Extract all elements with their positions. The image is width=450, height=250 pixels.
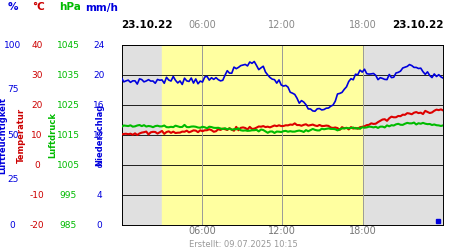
- Text: 1025: 1025: [57, 100, 80, 110]
- Text: 8: 8: [96, 160, 102, 170]
- Text: °C: °C: [32, 2, 45, 12]
- Text: 20: 20: [31, 100, 43, 110]
- Text: Temperatur: Temperatur: [17, 108, 26, 162]
- Text: -20: -20: [30, 220, 44, 230]
- Text: 0: 0: [34, 160, 40, 170]
- Text: Niederschlag: Niederschlag: [95, 104, 104, 166]
- Text: Luftfeuchtigkeit: Luftfeuchtigkeit: [0, 96, 8, 174]
- Text: 30: 30: [31, 70, 43, 80]
- Text: 1015: 1015: [57, 130, 80, 140]
- Text: 16: 16: [93, 100, 105, 110]
- Text: 0: 0: [96, 220, 102, 230]
- Text: 995: 995: [60, 190, 77, 200]
- Text: 40: 40: [31, 40, 43, 50]
- Text: 1045: 1045: [57, 40, 80, 50]
- Text: -10: -10: [30, 190, 44, 200]
- Text: %: %: [7, 2, 18, 12]
- Text: 4: 4: [96, 190, 102, 200]
- Text: mm/h: mm/h: [85, 2, 118, 12]
- Text: 100: 100: [4, 40, 21, 50]
- Text: 23.10.22: 23.10.22: [392, 20, 443, 30]
- Text: 06:00: 06:00: [188, 20, 216, 30]
- Text: 75: 75: [7, 86, 18, 94]
- Text: Luftdruck: Luftdruck: [49, 112, 58, 158]
- Text: 1005: 1005: [57, 160, 80, 170]
- Text: hPa: hPa: [59, 2, 81, 12]
- Text: Erstellt: 09.07.2025 10:15: Erstellt: 09.07.2025 10:15: [189, 240, 298, 249]
- Text: 23.10.22: 23.10.22: [122, 20, 173, 30]
- Text: 24: 24: [94, 40, 104, 50]
- Text: 0: 0: [10, 220, 15, 230]
- Text: 20: 20: [93, 70, 105, 80]
- Text: 985: 985: [60, 220, 77, 230]
- Text: 1035: 1035: [57, 70, 80, 80]
- Text: 18:00: 18:00: [349, 20, 377, 30]
- Text: 10: 10: [31, 130, 43, 140]
- Text: 12:00: 12:00: [269, 20, 296, 30]
- Text: 50: 50: [7, 130, 18, 140]
- Text: 12: 12: [93, 130, 105, 140]
- Bar: [162, 45, 363, 225]
- Text: 25: 25: [7, 176, 18, 184]
